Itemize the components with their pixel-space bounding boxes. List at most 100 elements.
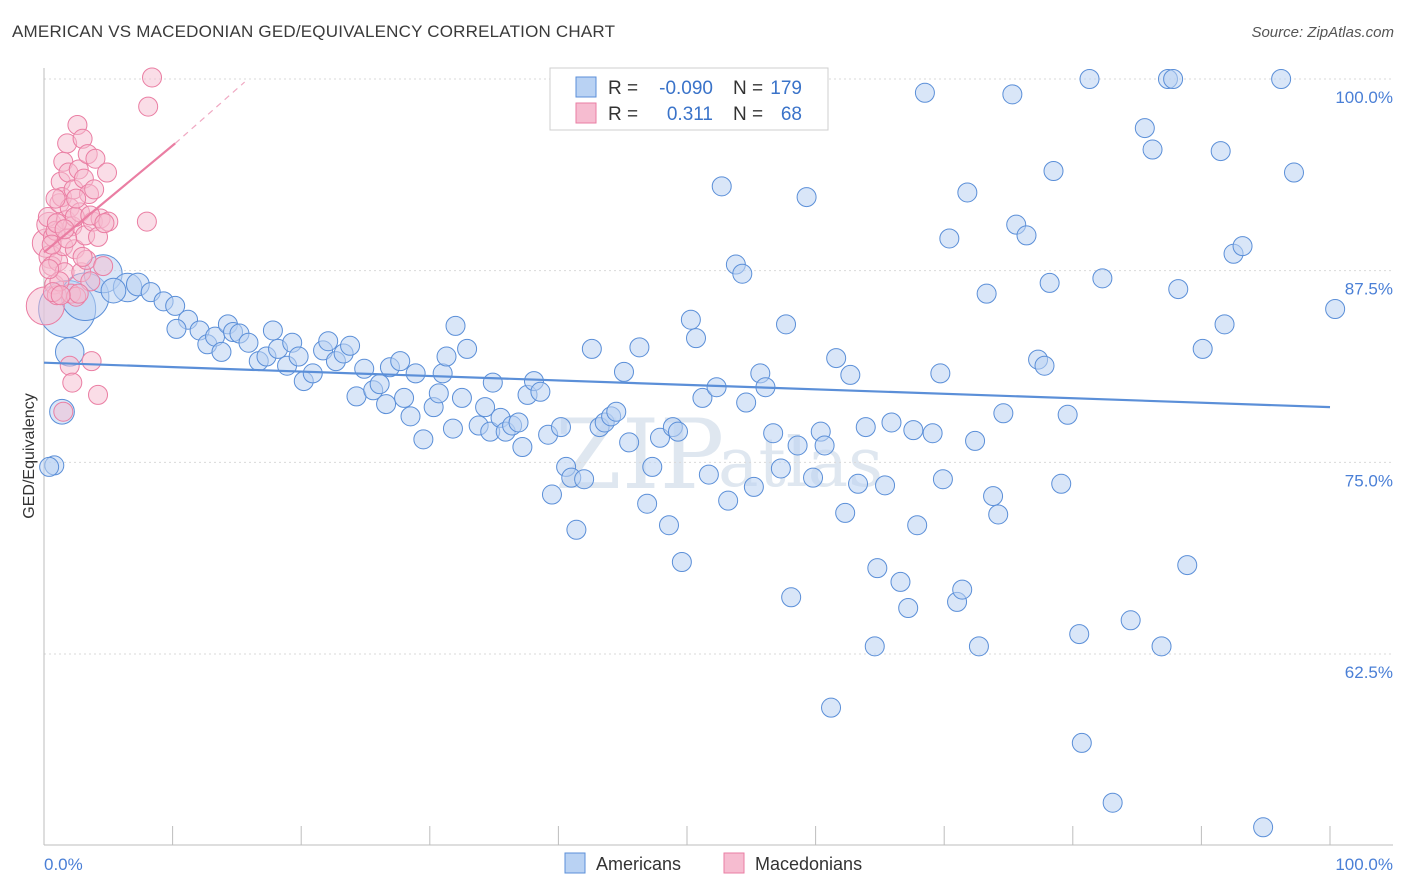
american-point — [369, 374, 390, 395]
watermark: ZIP atlas — [555, 399, 883, 511]
american-point — [346, 386, 367, 407]
american-trend-line — [43, 361, 1331, 409]
macedonian-point — [97, 162, 118, 183]
american-point — [667, 421, 688, 442]
axes — [43, 68, 1393, 846]
american-point — [864, 636, 885, 657]
legend: R = -0.090 N = 179 R = 0.311 N = 68 — [549, 67, 829, 131]
american-point — [988, 504, 1009, 525]
american-point — [606, 401, 627, 422]
american-point — [1039, 272, 1060, 293]
american-point — [400, 406, 421, 427]
macedonian-point — [94, 213, 115, 234]
american-point — [965, 430, 986, 451]
american-point — [613, 361, 634, 382]
macedonian-point — [72, 246, 93, 267]
american-point — [512, 437, 533, 457]
american-point — [957, 182, 978, 203]
american-point — [100, 277, 127, 304]
american-point — [932, 469, 953, 490]
american-point — [976, 283, 997, 304]
legend-r-label-1: R = — [608, 78, 638, 99]
american-point — [508, 412, 529, 433]
american-point — [658, 515, 679, 536]
american-point — [238, 332, 259, 353]
macedonian-point — [142, 67, 163, 88]
american-point — [1142, 139, 1163, 160]
american-point — [732, 263, 753, 284]
x-tick-label-max: 100.0% — [1335, 855, 1393, 874]
american-point — [1232, 236, 1253, 257]
american-point — [1051, 473, 1072, 494]
american-point — [574, 469, 595, 490]
legend-r-value-1: -0.090 — [659, 78, 713, 99]
bottom-legend: Americans Macedonians — [564, 852, 862, 874]
american-point — [1002, 84, 1023, 105]
y-axis-label: GED/Equivalency — [21, 393, 38, 518]
american-point — [692, 387, 713, 408]
american-point — [1134, 118, 1155, 139]
y-tick-label: 100.0% — [1335, 88, 1393, 107]
bottom-legend-swatch-americans — [564, 852, 586, 874]
legend-r-value-2: 0.311 — [667, 104, 713, 125]
american-point — [442, 418, 463, 439]
american-point — [914, 82, 935, 103]
american-point — [428, 383, 449, 404]
american-point — [855, 417, 876, 438]
american-point — [711, 176, 732, 197]
american-point — [649, 427, 670, 448]
american-point — [530, 381, 551, 402]
american-point — [451, 387, 472, 408]
y-tick-label: 62.5% — [1345, 663, 1393, 682]
macedonian-point — [50, 285, 71, 306]
macedonian-point — [59, 355, 80, 376]
legend-r-label-2: R = — [608, 104, 638, 125]
american-point — [1043, 161, 1064, 181]
legend-swatch-american — [575, 76, 597, 98]
american-point — [939, 228, 960, 249]
american-point — [1151, 636, 1172, 657]
american-point — [550, 417, 571, 438]
american-point — [1057, 404, 1078, 425]
macedonian-point — [81, 351, 102, 372]
american-point — [475, 397, 496, 418]
american-point — [445, 315, 466, 336]
american-point — [376, 394, 397, 415]
american-point — [903, 420, 924, 441]
american-point — [776, 314, 797, 335]
macedonian-trend-line — [43, 142, 176, 254]
american-point — [413, 429, 434, 450]
american-point — [318, 331, 339, 352]
american-point — [952, 579, 973, 600]
american-point — [211, 341, 232, 362]
american-point — [826, 348, 847, 369]
trend-lines — [43, 81, 1331, 409]
macedonian-point — [39, 259, 60, 280]
american-point — [390, 351, 411, 372]
macedonian-point — [80, 271, 101, 292]
american-point — [1071, 732, 1092, 753]
american-point — [814, 435, 835, 456]
american-point — [875, 475, 896, 496]
x-tick-label-min: 0.0% — [44, 855, 83, 874]
macedonian-point — [85, 148, 106, 169]
american-point — [680, 309, 701, 330]
legend-n-label-1: N = — [733, 78, 763, 99]
american-point — [835, 502, 856, 523]
macedonian-point — [66, 188, 87, 209]
american-point — [1177, 555, 1198, 576]
macedonian-point — [68, 283, 89, 304]
american-point — [718, 490, 739, 511]
american-point — [39, 456, 60, 477]
watermark-zip: ZIP — [555, 399, 724, 511]
american-point — [781, 587, 802, 608]
macedonian-trend-extension — [174, 81, 246, 144]
american-point — [848, 473, 869, 494]
american-point — [698, 464, 719, 485]
american-point — [394, 387, 415, 408]
y-tick-label: 87.5% — [1345, 280, 1393, 299]
american-point — [354, 358, 375, 379]
american-point — [796, 187, 817, 208]
american-point — [787, 435, 808, 456]
american-point — [898, 598, 919, 618]
